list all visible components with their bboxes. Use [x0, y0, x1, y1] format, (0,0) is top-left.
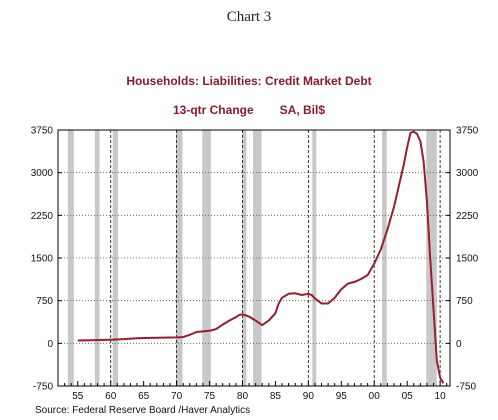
x-tick-label: 00: [369, 391, 381, 402]
y-axis-left: 3750 3000 2250 1500 750 0 -750: [31, 126, 54, 393]
decade-dashed-lines: [110, 130, 441, 386]
y-tick-label-left: 3000: [31, 168, 54, 179]
x-tick-label: 65: [138, 391, 150, 402]
y-tick-label-left: 750: [36, 296, 53, 307]
source-note: Source: Federal Reserve Board /Haver Ana…: [35, 405, 251, 416]
y-tick-label-right: 3000: [456, 168, 479, 179]
subtitle-measure: 13-qtr Change: [172, 103, 254, 117]
recession-band: [382, 130, 387, 386]
chart-subtitle: 13-qtr Change SA, Bil$: [0, 103, 498, 117]
recession-band: [312, 130, 317, 386]
x-tick-label: 60: [105, 391, 117, 402]
y-tick-label-left: 3750: [31, 126, 54, 137]
page-label: Chart 3: [226, 9, 272, 25]
x-tick-label: 05: [402, 391, 414, 402]
x-axis: 55 60 65 70 75 80 85 90 95 00 05 10: [72, 391, 446, 402]
y-tick-label-right: 0: [456, 339, 462, 350]
x-tick-label: 85: [270, 391, 282, 402]
axis-ticks: [57, 129, 450, 387]
recession-band: [202, 130, 211, 386]
x-tick-label: 70: [171, 391, 183, 402]
series-line: [77, 130, 445, 384]
y-tick-label-left: 2250: [31, 211, 54, 222]
y-tick-label-right: 750: [456, 296, 473, 307]
y-tick-label-right: 2250: [456, 211, 479, 222]
recession-band: [175, 130, 183, 386]
x-tick-label: 95: [336, 391, 348, 402]
y-tick-label-right: 1500: [456, 254, 479, 265]
y-tick-label-left: -750: [33, 382, 53, 393]
x-tick-label: 10: [435, 391, 447, 402]
recession-shading: [67, 130, 437, 386]
chart-title: Households: Liabilities: Credit Market D…: [126, 74, 372, 88]
y-tick-label-right: -750: [456, 382, 476, 393]
x-tick-label: 90: [303, 391, 315, 402]
x-tick-label: 55: [72, 391, 84, 402]
recession-band: [253, 130, 262, 386]
x-tick-label: 80: [237, 391, 249, 402]
y-tick-label-left: 1500: [31, 254, 54, 265]
recession-band: [426, 130, 437, 386]
y-tick-label-left: 0: [47, 339, 53, 350]
x-tick-label: 75: [204, 391, 216, 402]
y-tick-label-right: 3750: [456, 126, 479, 137]
y-axis-right: 3750 3000 2250 1500 750 0 -750: [456, 126, 479, 393]
subtitle-units: SA, Bil$: [279, 103, 326, 117]
